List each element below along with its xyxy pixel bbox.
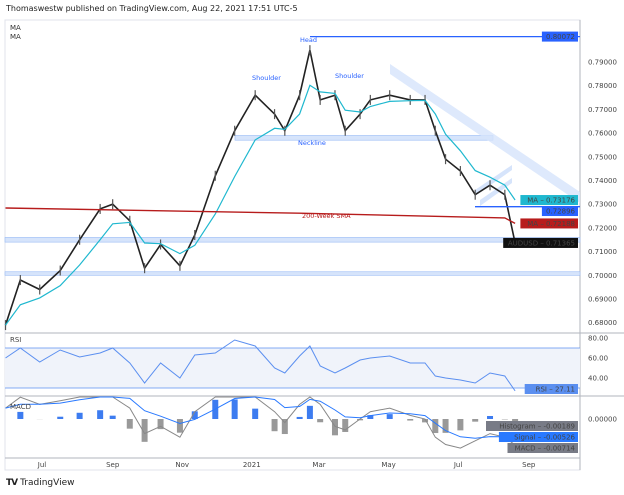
neckline-zone[interactable] — [234, 135, 494, 141]
descending-channel[interactable] — [390, 64, 580, 203]
time-tick-label: Sep — [106, 461, 120, 469]
support-zone-mid[interactable] — [4, 237, 581, 243]
price-tag-0-label: 0.80072 — [546, 33, 575, 41]
macd-title: MACD — [10, 403, 31, 411]
price-tick-label: 0.69000 — [588, 296, 617, 304]
macd-histogram-bar — [191, 411, 198, 419]
macd-histogram-label-box — [486, 421, 578, 431]
price-tag-0-label-box — [541, 31, 578, 42]
macd-histogram-bar — [487, 415, 494, 419]
neckline-label: Neckline — [298, 139, 326, 147]
time-tick-label: May — [381, 461, 395, 469]
support-zone-low[interactable] — [4, 271, 581, 276]
rising-channel-2[interactable] — [480, 178, 512, 206]
macd-histogram-bar — [231, 399, 238, 419]
macd-histogram-bar — [342, 419, 349, 432]
rsi-tick-label: 80.00 — [588, 335, 608, 343]
head-label: Head — [300, 36, 317, 44]
macd-histogram-bar — [472, 419, 479, 422]
chart-frame — [4, 19, 581, 471]
macd-histogram-bar — [109, 415, 116, 419]
time-tick-label: 2021 — [243, 461, 261, 469]
rsi-value-label-box — [524, 384, 578, 394]
macd-histogram-bar — [422, 419, 429, 423]
price-tick-label: 0.78000 — [588, 82, 617, 90]
price-tag-1-label-box — [520, 195, 578, 206]
footer-brand: TradingView — [20, 478, 75, 488]
macd-signal-label-box — [498, 432, 578, 442]
price-tick-label: 0.79000 — [588, 59, 617, 67]
price-tag-4-label-box — [503, 237, 578, 248]
macd-tick-label: 0.00000 — [588, 416, 617, 424]
macd-histogram-bar — [407, 419, 414, 421]
macd-histogram-bar — [386, 414, 393, 419]
macd-histogram-label: Histogram – -0.00189 — [499, 423, 575, 431]
price-tick-label: 0.68000 — [588, 319, 617, 327]
legend-ma-1[interactable]: MA — [10, 24, 21, 32]
shoulder-right-label: Shoulder — [335, 72, 364, 80]
ma-fast-line[interactable] — [5, 84, 516, 326]
rsi-tick-label: 40.00 — [588, 375, 608, 383]
macd-histogram-bar — [432, 419, 439, 434]
macd-histogram-bar — [141, 419, 148, 442]
macd-macd-label-box — [507, 443, 578, 453]
macd-histogram-bar — [331, 419, 338, 436]
publisher-line: Thomaswestw published on TradingView.com… — [6, 4, 298, 13]
macd-histogram-bar — [57, 416, 64, 419]
sma-200-week-line[interactable] — [5, 207, 516, 225]
price-tick-label: 0.71000 — [588, 248, 617, 256]
legend-ma-2[interactable]: MA — [10, 33, 21, 41]
price-tag-1-label: MA – 0.73176 — [527, 197, 575, 205]
macd-histogram-bar — [281, 419, 288, 435]
macd-histogram-bar — [357, 419, 364, 421]
rsi-value-label: RSI – 27.11 — [536, 386, 575, 394]
time-tick-label: Jul — [37, 461, 47, 469]
price-tag-2-label-box — [541, 206, 578, 217]
price-tick-label: 0.72000 — [588, 224, 617, 232]
macd-histogram-bar — [157, 419, 164, 430]
macd-histogram-bar — [296, 416, 303, 419]
time-tick-label: Mar — [312, 461, 325, 469]
rsi-tick-label: 60.00 — [588, 355, 608, 363]
price-tick-label: 0.70000 — [588, 272, 617, 280]
macd-histogram-bar — [176, 419, 183, 433]
macd-histogram-bar — [442, 419, 449, 433]
shoulder-left-label: Shoulder — [252, 74, 281, 82]
macd-histogram-bar — [367, 415, 374, 419]
macd-signal-label: Signal – -0.00526 — [514, 434, 575, 442]
macd-histogram-bar — [252, 408, 259, 419]
price-tick-label: 0.73000 — [588, 201, 617, 209]
rsi-band — [5, 348, 580, 388]
tradingview-logo-icon: 𝗧𝗩 — [6, 478, 18, 488]
macd-histogram-bar — [17, 411, 24, 419]
macd-histogram-bar — [126, 419, 133, 429]
price-tick-label: 0.77000 — [588, 106, 617, 114]
macd-histogram-bar — [76, 412, 83, 419]
sma-200-week-label: 200-Week SMA — [302, 212, 351, 220]
rsi-line[interactable] — [5, 339, 516, 392]
tradingview-footer[interactable]: 𝗧𝗩 TradingView — [6, 478, 75, 488]
price-tag-4-label: AUDUSD – 0.71365 — [508, 239, 575, 247]
price-tag-3-label: MA – 0.72188 — [527, 220, 575, 228]
macd-histogram-bar — [317, 419, 324, 423]
macd-histogram-bar — [457, 419, 464, 431]
price-tick-label: 0.74000 — [588, 177, 617, 185]
macd-histogram-bar — [97, 410, 104, 419]
signal-line[interactable] — [5, 396, 516, 441]
price-tick-label: 0.76000 — [588, 130, 617, 138]
price-series[interactable] — [4, 49, 516, 326]
macd-macd-label: MACD – -0.00714 — [515, 445, 576, 453]
macd-histogram-bar — [271, 419, 278, 432]
macd-line[interactable] — [5, 396, 516, 449]
macd-histogram-bar — [306, 405, 313, 419]
price-tick-label: 0.75000 — [588, 153, 617, 161]
price-tag-3-label-box — [520, 218, 578, 229]
rsi-title: RSI — [10, 336, 21, 344]
time-tick-label: Jul — [453, 461, 463, 469]
time-tick-label: Nov — [175, 461, 189, 469]
price-tag-2-label: 0.72896 — [546, 208, 575, 216]
time-tick-label: Sep — [522, 461, 536, 469]
